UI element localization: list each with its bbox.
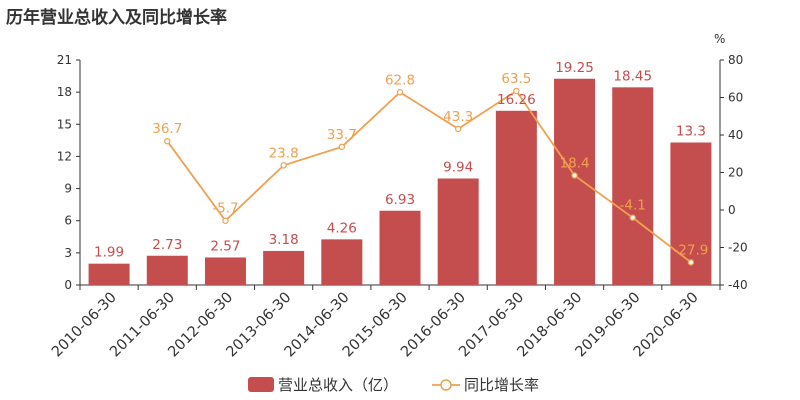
revenue-bar: [88, 263, 130, 285]
growth-line: [166, 89, 692, 264]
growth-point: [687, 259, 695, 266]
y-left-tick-label: 0: [64, 278, 72, 292]
growth-point: [338, 143, 346, 151]
growth-value-label: -27.9: [673, 242, 708, 258]
bar-value-label: 3.18: [269, 232, 299, 248]
growth-point: [280, 162, 287, 169]
legend-label-growth: 同比增长率: [464, 376, 539, 394]
legend-swatch-marker: [440, 379, 452, 391]
bar-value-label: 9.94: [443, 160, 473, 176]
revenue-bar: [612, 87, 654, 285]
legend-item-growth[interactable]: 同比增长率: [432, 376, 539, 394]
y-right-tick-label: 80: [728, 53, 743, 67]
revenue-bar: [379, 210, 421, 285]
growth-point: [629, 214, 636, 221]
y-right-tick-label: 40: [728, 128, 743, 142]
growth-value-label: 62.8: [385, 72, 415, 88]
y-right-unit: %: [714, 32, 725, 46]
growth-point: [513, 87, 520, 95]
growth-value-label: 43.3: [443, 109, 473, 125]
revenue-bar: [495, 110, 537, 286]
bar-value-label: 19.25: [555, 60, 594, 76]
revenue-bar: [263, 250, 305, 285]
growth-value-label: 63.5: [501, 71, 531, 87]
y-left-tick-label: 15: [57, 117, 72, 131]
y-left-tick-label: 3: [64, 246, 72, 260]
growth-value-label: 36.7: [152, 121, 182, 137]
revenue-bar: [554, 78, 596, 285]
growth-value-label: -5.7: [212, 201, 238, 217]
bar-value-label: 2.73: [152, 237, 182, 253]
chart-title: 历年营业总收入及同比增长率: [6, 8, 227, 28]
revenue-bar: [437, 178, 479, 285]
growth-value-label: 18.4: [560, 156, 590, 172]
bar-value-label: 18.45: [613, 68, 652, 84]
growth-point: [454, 125, 462, 133]
bar-value-label: 6.93: [385, 192, 415, 208]
growth-point: [571, 172, 578, 179]
y-left-tick-label: 12: [57, 149, 72, 163]
y-right-tick-label: 60: [728, 91, 743, 105]
legend-item-revenue[interactable]: 营业总收入（亿）: [248, 376, 398, 394]
growth-point: [396, 89, 404, 96]
y-right-tick-label: -20: [728, 241, 748, 255]
y-right-tick-label: -40: [728, 278, 748, 292]
bar-value-label: 16.26: [497, 92, 536, 108]
bar-value-label: 2.57: [210, 238, 240, 254]
data-labels: 1.99 2.73 2.57 3.18 4.26 6.93 9.94 16.26 19.25 18…: [94, 60, 708, 261]
growth-value-label: 33.7: [327, 127, 357, 143]
revenue-bar: [321, 239, 363, 285]
bar-value-label: 4.26: [327, 220, 357, 236]
legend-label-revenue: 营业总收入（亿）: [278, 376, 398, 394]
bar-value-label: 13.3: [676, 124, 706, 140]
growth-point: [164, 137, 171, 145]
y-right-tick-label: 20: [728, 166, 743, 180]
bar-value-label: 1.99: [94, 245, 124, 261]
y-left-tick-label: 9: [64, 182, 72, 196]
growth-value-label: -4.1: [620, 198, 646, 214]
y-right-tick-label: 0: [728, 203, 736, 217]
bar-series: [88, 78, 712, 286]
revenue-bar: [146, 255, 188, 285]
line-series: [164, 87, 695, 266]
revenue-bar: [204, 257, 246, 285]
legend-swatch-bar: [248, 377, 274, 392]
growth-value-label: 23.8: [269, 145, 299, 161]
legend[interactable]: 营业总收入（亿） 同比增长率: [248, 376, 539, 394]
growth-point: [222, 217, 229, 224]
y-left-tick-label: 21: [57, 53, 72, 67]
y-left-tick-label: 6: [64, 214, 72, 228]
y-left-tick-label: 18: [57, 85, 72, 99]
